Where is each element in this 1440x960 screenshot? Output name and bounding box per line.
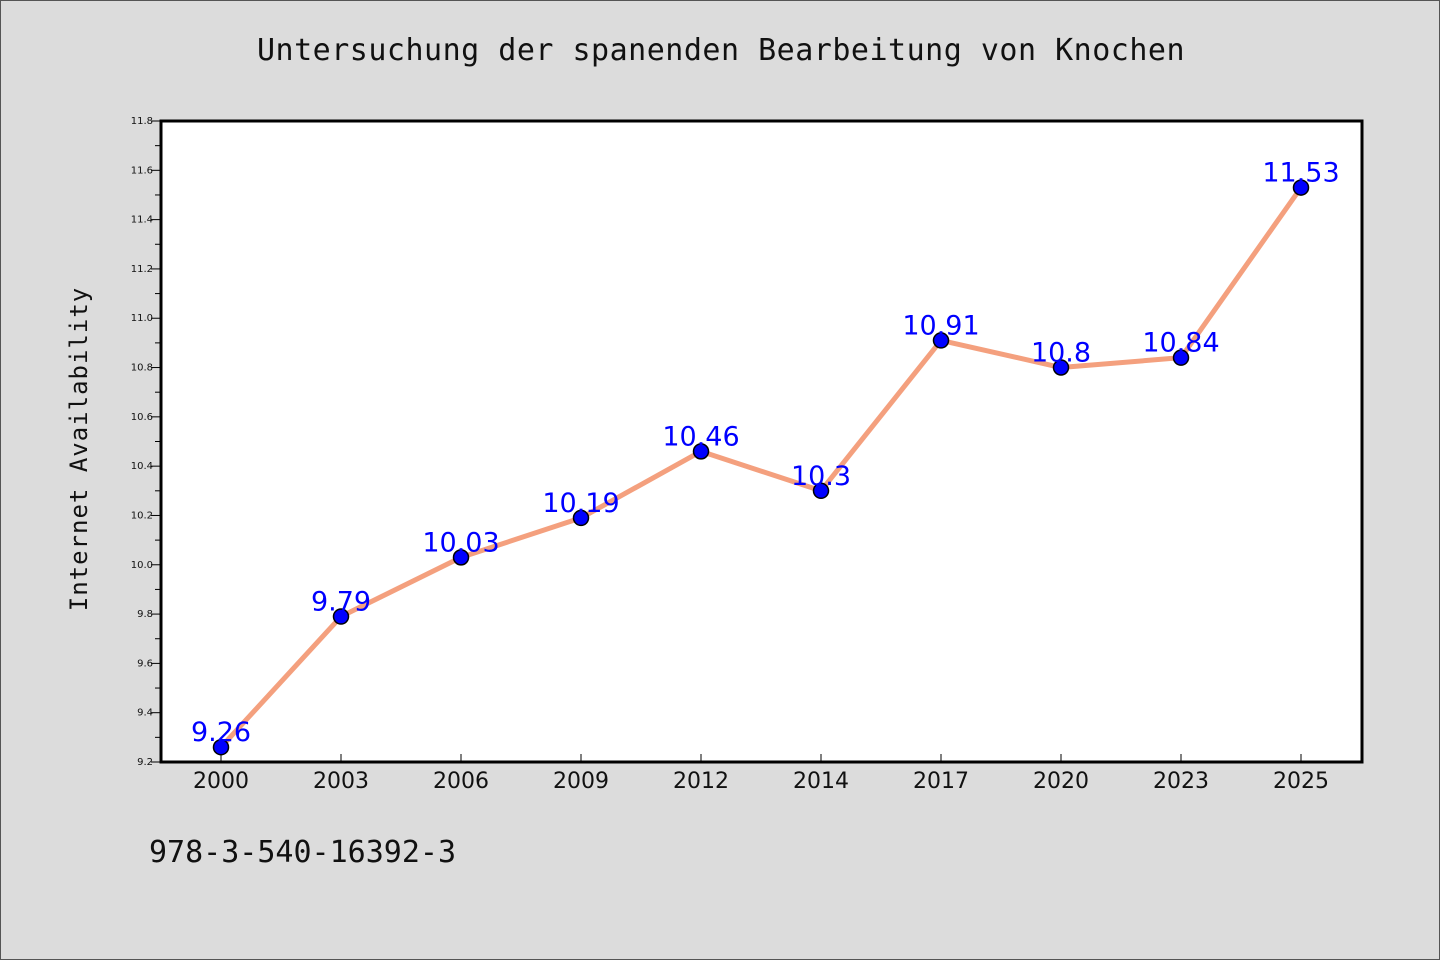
x-axis-ticks: 2000 2003 2006 2009 2012 2014 2017 2020 2023 2025: [193, 754, 1329, 794]
y-tick-label: 10.6: [131, 412, 153, 423]
data-point-marker: [452, 549, 470, 566]
data-point-marker: [1052, 359, 1070, 376]
x-tick-label: 2023: [1153, 769, 1209, 794]
data-point-marker: [692, 443, 710, 460]
x-tick-label: 2020: [1033, 769, 1089, 794]
x-tick-label: 2012: [673, 769, 729, 794]
y-axis-ticks: 9.2 9.4 9.6 9.8 10.0 10.2 10.4 10.6 10.8 11.0 11.2…: [131, 116, 161, 768]
y-axis-label: Internet Availability: [65, 287, 93, 611]
x-tick-label: 2003: [313, 769, 369, 794]
data-label: 9.79: [311, 587, 371, 618]
y-tick-label: 10.2: [131, 510, 153, 521]
x-tick-label: 2009: [553, 769, 609, 794]
data-point-marker: [812, 482, 830, 500]
data-point-marker: [1292, 179, 1310, 196]
x-tick-label: 2014: [793, 769, 849, 794]
plot-area: [161, 121, 1362, 762]
data-label: 10.8: [1031, 338, 1091, 369]
data-point-marker: [332, 608, 350, 625]
y-tick-label: 11.0: [131, 313, 153, 324]
data-point-marker: [1172, 349, 1190, 366]
data-label: 9.26: [191, 717, 251, 748]
x-tick-label: 2006: [433, 769, 489, 794]
x-tick-label: 2017: [913, 769, 969, 794]
y-tick-label: 10.8: [131, 363, 153, 374]
y-tick-label: 10.4: [131, 461, 153, 472]
y-tick-label: 9.6: [137, 658, 153, 669]
data-label: 10.3: [791, 461, 851, 492]
x-tick-label: 2000: [193, 769, 249, 794]
data-label-layer: 9.26 9.79 10.03 10.19 10.46 10.3 10.91 10.8 10.8…: [191, 158, 1340, 749]
y-tick-label: 11.8: [131, 116, 153, 127]
series-layer: [212, 179, 1310, 756]
data-label: 10.91: [902, 310, 979, 341]
y-tick-label: 10.0: [131, 560, 153, 571]
y-tick-label: 9.8: [137, 609, 153, 620]
data-point-marker: [572, 509, 590, 527]
x-tick-label: 2025: [1273, 769, 1329, 794]
y-tick-label: 9.2: [137, 757, 153, 768]
plot-frame: [159, 119, 1364, 764]
y-tick-label: 11.6: [131, 165, 153, 176]
isbn-footnote: 978-3-540-16392-3: [149, 835, 457, 870]
chart-title: Untersuchung der spanenden Bearbeitung v…: [256, 33, 1186, 68]
series-line: [219, 186, 1304, 749]
data-point-marker: [212, 738, 230, 756]
y-tick-label: 11.2: [131, 264, 153, 275]
data-label: 10.19: [542, 488, 619, 519]
data-label: 10.84: [1142, 328, 1219, 359]
data-label: 10.46: [662, 421, 739, 452]
y-tick-label: 11.4: [131, 215, 153, 226]
data-label: 11.53: [1262, 158, 1339, 189]
data-point-marker: [932, 332, 950, 349]
y-tick-label: 9.4: [137, 708, 153, 719]
data-label: 10.03: [422, 527, 499, 558]
